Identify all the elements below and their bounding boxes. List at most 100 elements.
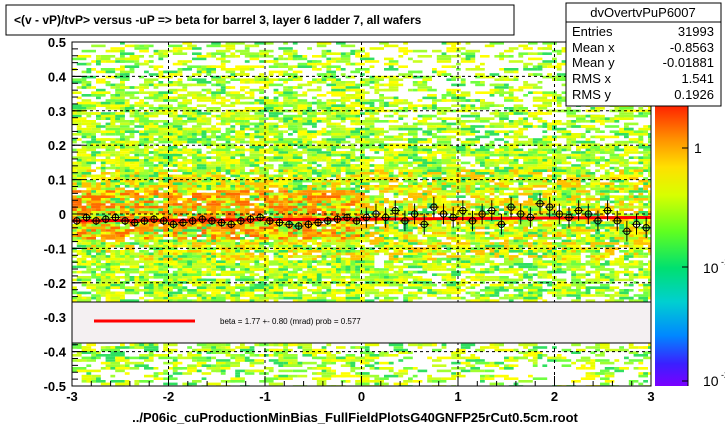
color-scale-exp-1: -1 [721, 257, 725, 267]
profile-point [313, 218, 323, 227]
profile-point [187, 216, 198, 226]
profile-point [207, 216, 217, 226]
y-tick-label: 0.3 [48, 104, 66, 119]
profile-point [641, 217, 651, 239]
y-tick-label: -0.2 [44, 276, 66, 291]
profile-point [564, 207, 574, 228]
profile-point [525, 207, 536, 228]
axes: -3 -2 -1 0 1 2 3 -0.5 -0.4 -0.3 -0.2 -0.1 0 0.1 0.2 0.3… [44, 35, 655, 404]
stats-label-entries: Entries [572, 24, 613, 39]
profile-point [139, 216, 150, 226]
profile-point [496, 214, 507, 235]
stats-value-mean-x: -0.8563 [670, 40, 714, 55]
x-tick-label: 0 [358, 389, 365, 404]
profile-point [506, 196, 516, 218]
profile-point [226, 220, 237, 229]
y-tick-label: -0.4 [44, 345, 67, 360]
profile-point [380, 207, 391, 228]
fit-line-segment [71, 215, 652, 223]
profile-point [544, 196, 555, 218]
profile-point [429, 196, 439, 218]
legend-text: beta = 1.77 +- 0.80 (mrad) prob = 0.577 [220, 317, 361, 326]
profile-point [284, 220, 294, 229]
profile-point [149, 215, 159, 224]
profile-point [458, 200, 468, 221]
title-box: <(v - vP)/tvP> versus -uP => beta for ba… [5, 4, 515, 36]
profile-point [602, 200, 613, 221]
heatmap-cells [72, 42, 651, 386]
profile-point [573, 200, 584, 221]
fit-line [71, 215, 652, 223]
x-tick-label: 2 [551, 389, 558, 404]
profile-point [361, 207, 372, 228]
profile-point [322, 216, 333, 226]
profile-point [467, 210, 478, 232]
x-tick-label: -2 [163, 389, 175, 404]
profile-point [110, 213, 121, 222]
profile-point [81, 213, 92, 222]
profile-point [120, 216, 130, 226]
x-tick-label: 3 [647, 389, 654, 404]
profile-point [197, 215, 208, 224]
profile-points [72, 193, 651, 242]
color-scale-exp-2: -2 [721, 370, 725, 380]
profile-point [236, 216, 246, 226]
y-tick-label: -0.5 [44, 379, 66, 394]
profile-point [265, 216, 275, 226]
profile-point [91, 216, 101, 226]
profile-point [409, 203, 420, 225]
stats-label-mean-x: Mean x [572, 40, 615, 55]
profile-point [515, 203, 526, 225]
profile-point [535, 193, 545, 214]
legend-box: beta = 1.77 +- 0.80 (mrad) prob = 0.577 [71, 301, 652, 344]
stats-value-rms-x: 1.541 [681, 71, 714, 86]
profile-point [477, 203, 487, 225]
profile-point [622, 220, 632, 242]
stats-value-mean-y: -0.01881 [663, 55, 714, 70]
profile-point [351, 216, 362, 226]
profile-point [274, 218, 285, 227]
profile-point [612, 210, 623, 232]
profile-point [419, 214, 430, 235]
color-scale-label-0: 1 [694, 140, 702, 156]
profile-point [129, 218, 140, 227]
color-scale: 1 10 -1 10 -2 [655, 105, 725, 389]
profile-point [216, 218, 227, 227]
profile-point [293, 221, 304, 231]
y-tick-label: -0.3 [44, 310, 66, 325]
x-axis-label: ../P06ic_cuProductionMinBias_FullFieldPl… [132, 410, 578, 425]
x-tick-label: 1 [454, 389, 461, 404]
profile-point [371, 203, 381, 225]
profile-point [178, 218, 188, 227]
y-tick-label: -0.1 [44, 241, 66, 256]
profile-point [100, 215, 111, 224]
x-tick-label: -3 [66, 389, 78, 404]
stats-label-rms-x: RMS x [572, 71, 612, 86]
stats-label-mean-y: Mean y [572, 55, 615, 70]
profile-point [583, 203, 594, 225]
profile-point [255, 213, 265, 222]
y-tick-label: 0.5 [48, 35, 66, 50]
profile-point [400, 210, 410, 232]
profile-point [448, 207, 458, 228]
stats-label-rms-y: RMS y [572, 87, 612, 102]
stats-value-entries: 31993 [678, 24, 714, 39]
x-tick-label: -1 [259, 389, 271, 404]
stats-box: dvOvertvPuP6007 Entries 31993 Mean x -0.… [565, 2, 722, 107]
stats-value-rms-y: 0.1926 [674, 87, 714, 102]
y-tick-label: 0.4 [48, 69, 67, 84]
color-scale-bar [655, 105, 688, 386]
profile-point [245, 215, 256, 224]
stats-name: dvOvertvPuP6007 [590, 5, 696, 20]
profile-point [593, 210, 603, 232]
profile-point [158, 216, 169, 226]
y-tick-label: 0 [59, 207, 66, 222]
color-scale-label-2: 10 [703, 373, 719, 389]
profile-point [168, 220, 179, 229]
profile-point [332, 215, 343, 224]
profile-point [631, 214, 642, 235]
chart-title: <(v - vP)/tvP> versus -uP => beta for ba… [14, 13, 422, 27]
y-tick-label: 0.1 [48, 173, 66, 188]
profile-point [554, 203, 565, 225]
